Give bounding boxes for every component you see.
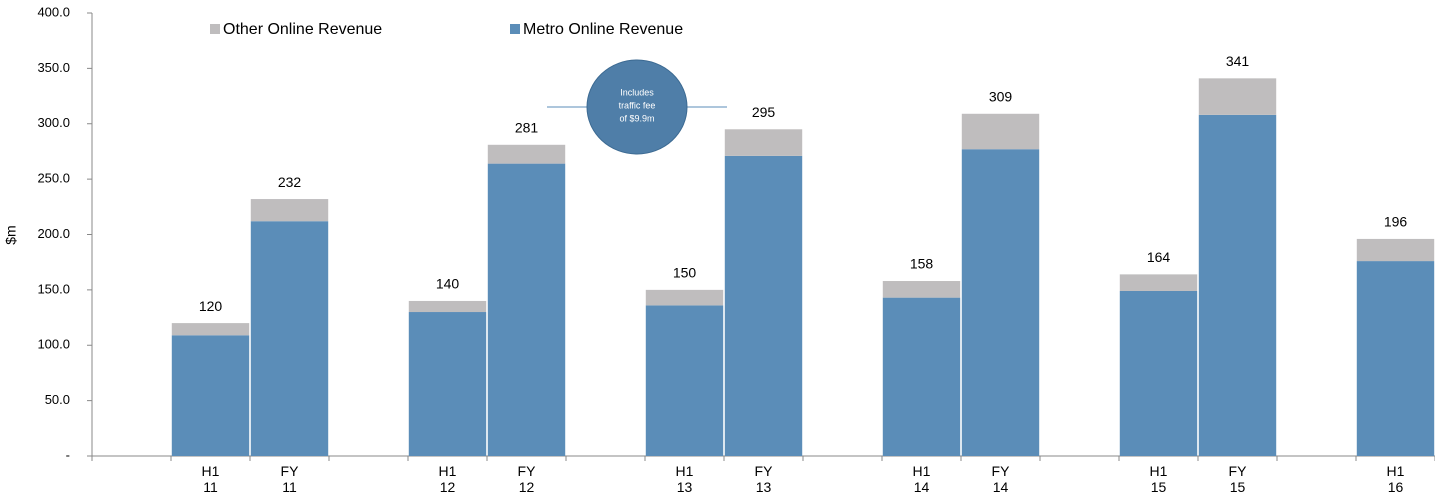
x-tick-label-line: FY — [1229, 463, 1248, 479]
annotation-text: traffic fee — [619, 100, 656, 110]
y-tick-label: 200.0 — [37, 226, 70, 241]
y-tick-label: 100.0 — [37, 337, 70, 352]
x-tick-label-line: H1 — [913, 463, 931, 479]
y-tick-label: 50.0 — [45, 392, 70, 407]
total-label: 196 — [1384, 214, 1408, 230]
bar-segment — [250, 221, 329, 456]
y-tick-label: 150.0 — [37, 281, 70, 296]
x-tick-label-line: 16 — [1388, 479, 1404, 495]
bar-segment — [250, 199, 329, 222]
x-tick-label: FY 11 — [281, 463, 300, 495]
x-tick-label: FY 14 — [992, 463, 1011, 495]
x-tick-label-line: 15 — [1230, 479, 1246, 495]
bar-segment — [961, 113, 1040, 150]
bar-segment — [171, 323, 250, 336]
bar-segment — [882, 281, 961, 298]
x-tick-label-line: 11 — [203, 479, 218, 495]
bar-segment — [882, 297, 961, 456]
y-tick-label: 300.0 — [37, 115, 70, 130]
x-tick-label-line: FY — [755, 463, 774, 479]
x-tick-label-line: 12 — [519, 479, 535, 495]
legend-swatch — [210, 24, 220, 34]
x-tick-label-line: FY — [992, 463, 1011, 479]
y-axis-label: $m — [3, 225, 19, 244]
x-tick-label-line: H1 — [202, 463, 220, 479]
total-label: 309 — [989, 88, 1013, 104]
bar-segment — [408, 300, 487, 313]
bar-segment — [1198, 114, 1277, 456]
total-label: 120 — [199, 298, 223, 314]
bar-segment — [487, 163, 566, 456]
x-tick-label-line: 11 — [282, 479, 297, 495]
x-tick-label: H1 12 — [439, 463, 457, 495]
x-tick-label: H1 14 — [913, 463, 931, 495]
x-tick-label-line: 12 — [440, 479, 456, 495]
bar-segment — [724, 129, 803, 156]
x-tick-label-line: H1 — [1387, 463, 1405, 479]
total-label: 140 — [436, 276, 460, 292]
annotation-text: of $9.9m — [619, 113, 654, 123]
bar-segment — [645, 289, 724, 306]
x-tick-label-line: FY — [281, 463, 300, 479]
x-tick-label-line: FY — [518, 463, 537, 479]
bar-segment — [408, 312, 487, 456]
x-tick-label-line: H1 — [439, 463, 457, 479]
total-label: 150 — [673, 265, 697, 281]
x-tick-label: H1 13 — [676, 463, 694, 495]
x-tick-label-line: H1 — [1150, 463, 1168, 479]
bar-segment — [1119, 290, 1198, 456]
bar-segment — [171, 335, 250, 456]
bar-segment — [1356, 238, 1435, 262]
bar-segment — [724, 155, 803, 456]
total-label: 164 — [1147, 249, 1171, 265]
total-label: 281 — [515, 119, 539, 135]
bar-segment — [961, 149, 1040, 456]
annotation-text: Includes — [620, 87, 654, 97]
x-tick-label: FY 12 — [518, 463, 537, 495]
bar-segment — [1119, 274, 1198, 291]
legend-label: Metro Online Revenue — [523, 21, 683, 38]
bar-segment — [645, 305, 724, 456]
x-tick-label-line: H1 — [676, 463, 694, 479]
y-tick-label: 250.0 — [37, 171, 70, 186]
x-tick-label-line: 14 — [993, 479, 1009, 495]
x-tick-label: H1 16 — [1387, 463, 1405, 495]
annotation-bubble — [586, 59, 688, 155]
y-tick-label: - — [66, 447, 70, 462]
bar-segment — [487, 144, 566, 164]
x-tick-label-line: 13 — [756, 479, 772, 495]
x-tick-label: H1 11 — [202, 463, 220, 495]
bar-segment — [1198, 78, 1277, 115]
x-tick-label-line: 15 — [1151, 479, 1167, 495]
total-label: 232 — [278, 174, 302, 190]
x-tick-label: FY 13 — [755, 463, 774, 495]
x-tick-label: FY 15 — [1229, 463, 1248, 495]
y-tick-label: 350.0 — [37, 60, 70, 75]
legend-label: Other Online Revenue — [223, 21, 382, 38]
legend-swatch — [510, 24, 520, 34]
x-tick-label-line: 13 — [677, 479, 693, 495]
total-label: 341 — [1226, 53, 1250, 69]
y-tick-label: 400.0 — [37, 4, 70, 19]
x-tick-label: H1 15 — [1150, 463, 1168, 495]
total-label: 158 — [910, 256, 934, 272]
bar-segment — [1356, 261, 1435, 456]
x-tick-label-line: 14 — [914, 479, 930, 495]
total-label: 295 — [752, 104, 776, 120]
